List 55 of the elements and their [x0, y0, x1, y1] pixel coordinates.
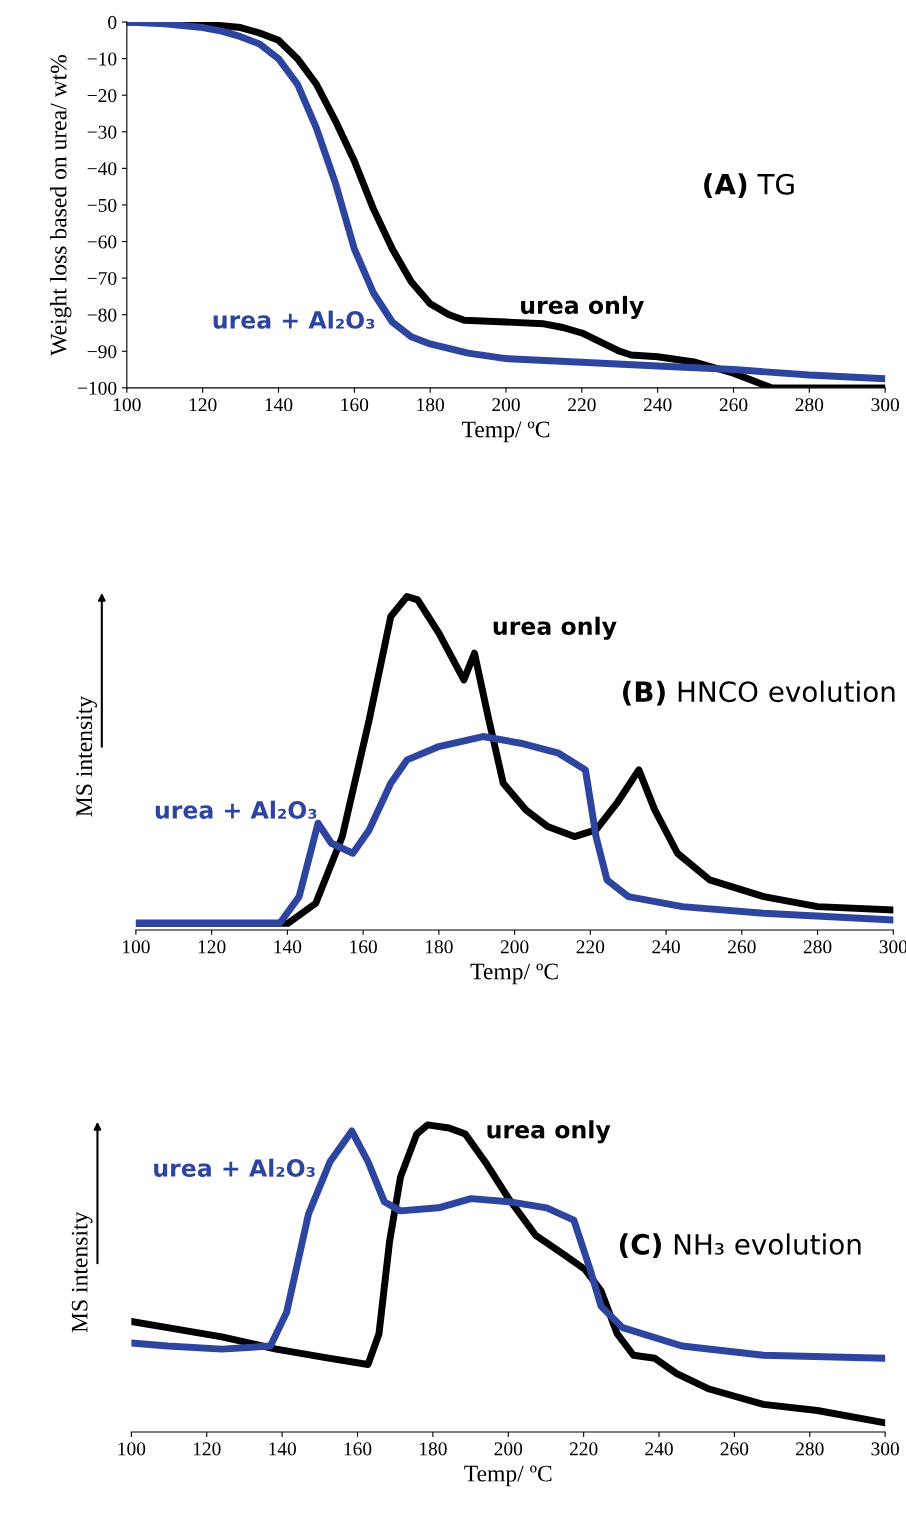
series-label: urea only	[493, 616, 617, 640]
y-tick-label: −20	[87, 89, 117, 103]
x-tick-label: 200	[500, 940, 529, 954]
x-tick-label: 100	[113, 398, 141, 412]
y-tick-label: −50	[87, 198, 117, 212]
y-tick-label: 0	[108, 15, 117, 29]
x-tick-label: 260	[728, 940, 756, 954]
x-tick-label: 260	[719, 398, 748, 412]
x-tick-label: 160	[344, 1442, 372, 1456]
x-tick-label: 200	[492, 398, 520, 412]
x-tick-label: 140	[265, 398, 293, 412]
x-tick-label: 280	[803, 940, 832, 954]
y-tick-label: −70	[87, 271, 117, 286]
text: (C) NH₃ evolution	[619, 1233, 861, 1259]
x-tick-label: 260	[720, 1442, 749, 1456]
x-tick-label: 160	[341, 398, 369, 412]
x-tick-label: 180	[425, 940, 453, 954]
x-tick-label: 140	[274, 940, 302, 954]
series-label: urea + Al₂O₃	[155, 800, 317, 819]
y-axis-title: Weight loss based on urea/ wt%	[49, 54, 72, 356]
y-tick-label: −60	[87, 235, 117, 249]
x-axis-title: Temp/ ºC	[464, 1465, 552, 1487]
x-tick-label: 100	[118, 1442, 146, 1456]
x-tick-label: 120	[198, 940, 226, 954]
series-label: urea + Al₂O₃	[154, 1158, 315, 1177]
x-tick-label: 120	[193, 1442, 221, 1456]
x-tick-label: 180	[417, 398, 445, 412]
x-tick-label: 100	[123, 940, 150, 954]
x-tick-label: 280	[795, 398, 824, 412]
y-tick-label: −80	[87, 308, 117, 322]
y-tick-label: −10	[87, 52, 117, 66]
y-tick-label: −90	[87, 345, 117, 359]
text: (B) HNCO evolution	[623, 680, 895, 706]
x-tick-label: 160	[350, 940, 377, 954]
x-tick-label: 280	[796, 1442, 824, 1456]
y-tick-label: −30	[87, 125, 117, 139]
series-label: urea only	[487, 1120, 611, 1144]
x-tick-label: 300	[871, 398, 899, 412]
x-tick-label: 300	[871, 1442, 899, 1456]
x-tick-label: 120	[189, 398, 217, 412]
y-axis-title: MS intensity	[76, 695, 98, 817]
x-tick-label: 240	[643, 398, 672, 412]
x-tick-label: 220	[569, 1442, 598, 1456]
x-tick-label: 140	[269, 1442, 296, 1456]
y-tick-label: −100	[77, 381, 117, 395]
x-tick-label: 220	[576, 940, 605, 954]
x-axis-title: Temp/ ºC	[470, 963, 558, 985]
x-tick-label: 240	[652, 940, 680, 954]
x-axis-title: Temp/ ºC	[461, 421, 550, 443]
x-tick-label: 180	[420, 1442, 447, 1456]
y-tick-label: −40	[87, 162, 117, 176]
y-axis-title: MS intensity	[71, 1211, 93, 1333]
x-tick-label: 220	[568, 398, 596, 412]
x-tick-label: 240	[645, 1442, 673, 1456]
x-tick-label: 200	[494, 1442, 523, 1456]
